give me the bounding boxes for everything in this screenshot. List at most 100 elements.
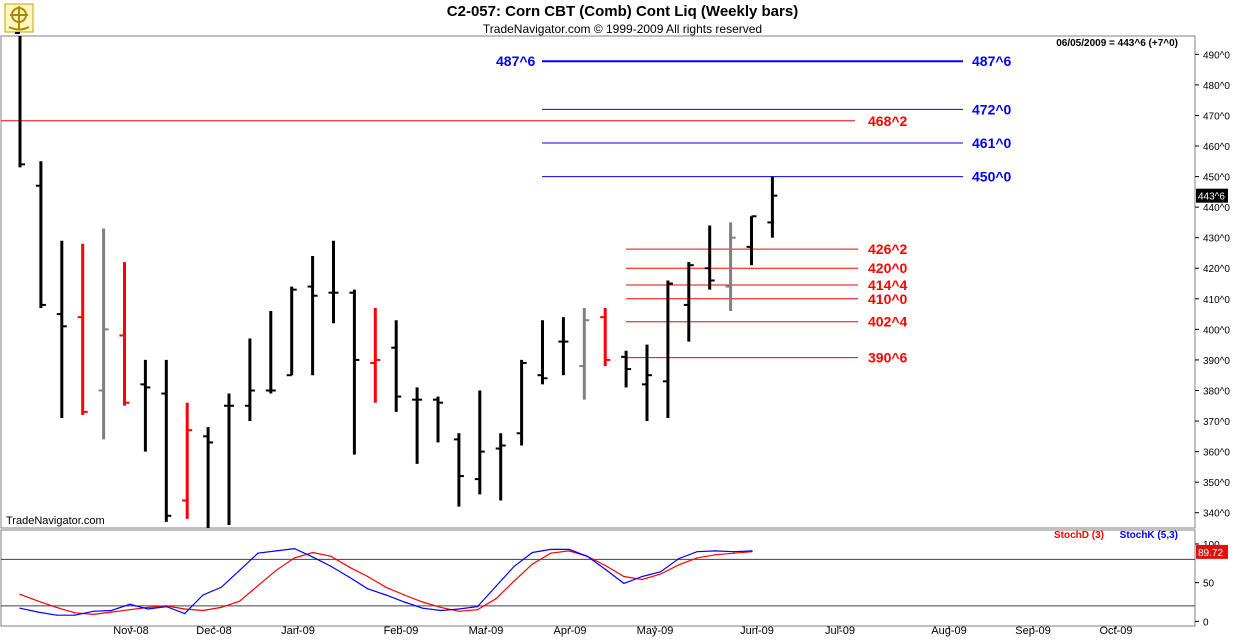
level-label: 410^0 [868,291,908,307]
stoch-point [110,609,113,612]
stoch-point [367,575,369,578]
level-label: 487^6 [972,53,1012,69]
stoch-point [458,610,460,612]
stoch-point [330,565,332,567]
price-axis-tick-label: 340^0 [1203,509,1230,520]
stoch-point [184,613,186,615]
stoch-point [440,606,442,609]
price-axis-tick-label: 450^0 [1203,173,1230,184]
stoch-point [385,586,387,588]
x-axis-label: Jan-09 [281,625,315,637]
level-label: 390^6 [868,350,908,366]
price-axis-tick-label: 400^0 [1203,325,1230,336]
stoch-point [312,551,314,554]
stoch-point [37,611,39,613]
trade-navigator-logo-icon [4,3,34,33]
x-axis-label: May-09 [637,625,674,637]
stoch-point [733,551,735,553]
stoch-point [531,563,534,565]
price-axis-tick-label: 490^0 [1203,50,1230,61]
stoch-point [184,608,186,610]
stoch-point [623,582,625,585]
last-price-marker [1196,188,1228,203]
price-axis-tick-label: 460^0 [1203,142,1230,153]
stoch-point [348,566,350,568]
stoch-point [678,558,680,560]
stoch-legend-k: StochK (5,3) [1120,530,1178,541]
stoch-point [56,606,58,609]
price-axis-tick-label: 480^0 [1203,81,1230,92]
stoch-point [239,600,241,602]
stoch-point [74,612,76,614]
stoch-point [586,555,588,557]
x-axis-label: Aug-09 [931,625,966,637]
chart-title: C2-057: Corn CBT (Comb) Cont Liq (Weekly… [446,3,799,20]
price-axis-tick-label: 470^0 [1203,111,1230,122]
stoch-last-marker-label: 89.72 [1198,548,1223,559]
stoch-point [678,564,680,566]
level-label: 414^4 [868,277,908,293]
stoch-point [293,547,296,550]
stoch-point [74,614,76,616]
level-label: 468^2 [868,113,908,129]
stoch-axis-tick-label: 50 [1203,579,1215,590]
stoch-point [605,565,607,567]
x-axis-label: Dec-08 [196,625,231,637]
stoch-point [202,609,204,612]
price-axis-tick-label: 350^0 [1203,478,1230,489]
stoch-point [403,601,405,603]
level-label-left: 487^6 [496,53,536,69]
stoch-point [19,607,21,609]
x-axis-label: Jun-09 [740,625,774,637]
stoch-point [476,606,479,608]
stoch-point [440,609,442,612]
price-axis-tick-label: 430^0 [1203,234,1230,245]
stoch-point [330,555,332,557]
stoch-point [19,593,21,595]
stoch-point [641,575,643,578]
level-label: 420^0 [868,260,908,276]
stoch-point [312,556,314,558]
stoch-point [385,594,387,596]
stoch-point [513,565,515,567]
stoch-point [220,606,222,609]
stoch-point [605,568,607,571]
level-label: 426^2 [868,241,908,257]
stoch-legend-d: StochD (3) [1054,530,1104,541]
price-panel-frame [0,35,1196,529]
level-label: 402^4 [868,314,908,330]
price-axis-tick-label: 390^0 [1203,356,1230,367]
stoch-point [751,550,753,552]
stoch-point [733,552,735,554]
stoch-point [495,598,497,600]
level-label: 461^0 [972,135,1012,151]
stoch-point [275,569,277,571]
stoch-point [257,585,259,587]
stoch-point [659,571,662,573]
x-axis-label: Apr-09 [553,625,586,637]
stoch-point [202,594,204,596]
last-price-info: 06/05/2009 = 443^6 (+7^0) [1056,38,1178,49]
stoch-point [367,588,369,590]
stoch-point [147,606,149,609]
stoch-point [659,573,662,575]
x-axis-label: Nov-08 [113,625,148,637]
price-axis-tick-label: 380^0 [1203,386,1230,397]
stoch-axis-tick-label: 0 [1203,617,1209,628]
stoch-point [513,580,515,582]
stoch-point [422,601,424,603]
stoch-point [550,552,552,554]
price-axis-tick-label: 360^0 [1203,448,1230,459]
price-axis-tick-label: 420^0 [1203,264,1230,275]
stoch-point [110,611,113,613]
price-axis-tick-label: 440^0 [1203,203,1230,214]
stoch-point [696,557,698,559]
stoch-point [293,557,296,559]
stoch-point [348,576,350,578]
stoch-point [403,594,405,596]
stoch-point [92,610,94,612]
stoch-point [531,551,534,554]
price-axis-tick-label: 410^0 [1203,295,1230,306]
stoch-point [275,550,277,552]
